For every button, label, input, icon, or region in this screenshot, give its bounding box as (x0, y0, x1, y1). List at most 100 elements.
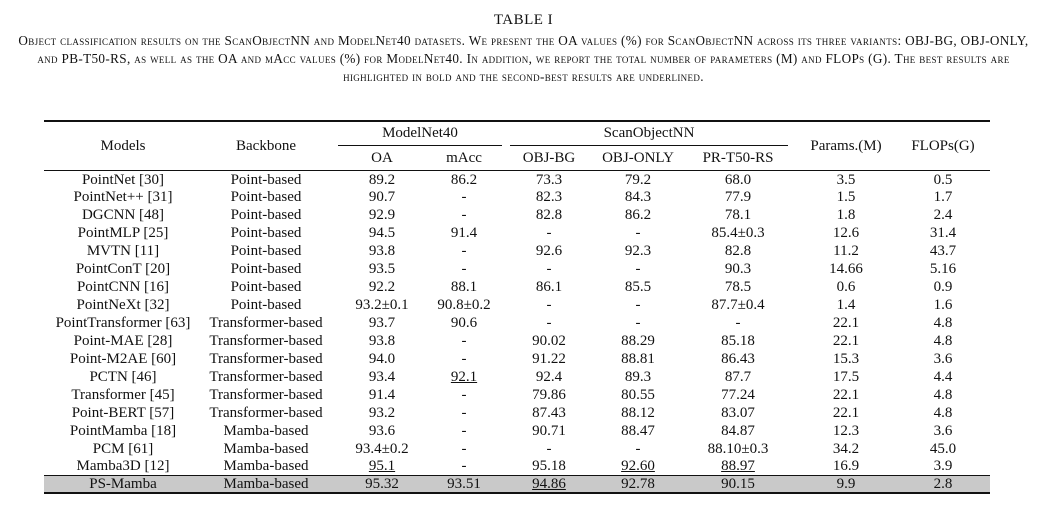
cell-flops: 2.4 (933, 207, 953, 224)
cell-obj-only: - (635, 225, 641, 242)
cell-obj-bg: 91.22 (532, 350, 566, 367)
cell-backbone: Mamba-based (202, 474, 330, 495)
cell-macc: 86.2 (450, 171, 478, 188)
cell-oa: 94.0 (368, 350, 396, 367)
cell-obj-only: 86.2 (624, 207, 652, 224)
table-row: PointMamba [18] Mamba-based 93.6 - 90.71 88.4… (44, 422, 990, 440)
header-macc: mAcc (446, 149, 482, 166)
cell-obj-only: - (635, 297, 641, 314)
table-row: Transformer [45] Transformer-based 91.4 - 79… (44, 386, 990, 404)
cell-model: Point-MAE [28] (73, 332, 173, 349)
cell-params: 3.5 (836, 171, 856, 188)
cell-obj-only: 85.5 (624, 279, 652, 296)
cell-macc: - (461, 440, 467, 457)
cell-flops: 0.5 (933, 171, 953, 188)
cell-model: PCTN [46] (89, 368, 157, 385)
cell-macc: 92.1 (450, 368, 478, 385)
cell-backbone: Transformer-based (209, 314, 323, 331)
cell-macc: - (461, 189, 467, 206)
cell-obj-only: 89.3 (624, 368, 652, 385)
cell-model: PointCNN [16] (76, 279, 170, 296)
cell-oa: 95.32 (338, 474, 426, 495)
cell-macc: 90.6 (450, 314, 478, 331)
table-row: PointConT [20] Point-based 93.5 - - - 90.3 14.6… (44, 260, 990, 278)
cell-macc: - (461, 386, 467, 403)
table-row: DGCNN [48] Point-based 92.9 - 82.8 86.2 78.1 1.… (44, 206, 990, 224)
cell-obj-only: 84.3 (624, 189, 652, 206)
cell-macc: 88.1 (450, 279, 478, 296)
cell-pr-t50-rs: 84.87 (721, 422, 755, 439)
cell-flops: 3.6 (933, 350, 953, 367)
cell-macc: 90.8±0.2 (437, 297, 491, 314)
cell-oa: 94.5 (368, 225, 396, 242)
header-params: Params.(M) (810, 137, 882, 154)
cell-obj-bg: 82.8 (535, 207, 563, 224)
cell-pr-t50-rs: 68.0 (724, 171, 752, 188)
cell-model: PointMLP [25] (77, 225, 169, 242)
cell-obj-only: 88.29 (621, 332, 655, 349)
table-row: PointNeXt [32] Point-based 93.2±0.1 90.8±0.… (44, 296, 990, 314)
cell-params: 1.5 (836, 189, 856, 206)
table-row: Point-BERT [57] Transformer-based 93.2 - 87.… (44, 404, 990, 422)
cell-backbone: Point-based (230, 261, 302, 278)
cell-pr-t50-rs: 87.7±0.4 (711, 297, 765, 314)
cell-obj-only: 92.3 (624, 243, 652, 260)
cell-model: Point-BERT [57] (71, 404, 175, 421)
cell-flops: 3.9 (933, 458, 953, 475)
header-flops: FLOPs(G) (911, 137, 975, 154)
cell-backbone: Mamba-based (223, 458, 309, 475)
table-row: PointMLP [25] Point-based 94.5 91.4 - - 85.4±0… (44, 224, 990, 242)
cell-flops: 5.16 (929, 261, 957, 278)
cell-backbone: Transformer-based (209, 368, 323, 385)
cell-obj-only: - (635, 261, 641, 278)
cell-model: PointMamba [18] (69, 422, 177, 439)
header-modelnet40: ModelNet40 (338, 121, 502, 146)
cell-params: 16.9 (832, 458, 860, 475)
cell-backbone: Point-based (230, 297, 302, 314)
cell-backbone: Point-based (230, 171, 302, 188)
cell-flops: 4.8 (933, 404, 953, 421)
cell-params: 22.1 (832, 404, 860, 421)
cell-macc: - (461, 243, 467, 260)
table-row: PointNet [30] Point-based 89.2 86.2 73.3 79.2… (44, 171, 990, 189)
cell-obj-only: 92.60 (621, 458, 655, 475)
cell-backbone: Transformer-based (209, 350, 323, 367)
cell-pr-t50-rs: 85.4±0.3 (711, 225, 765, 242)
cell-macc: 91.4 (450, 225, 478, 242)
cell-backbone: Transformer-based (209, 386, 323, 403)
cell-oa: 92.9 (368, 207, 396, 224)
cell-params: 11.2 (833, 243, 859, 260)
table-row: Mamba3D [12] Mamba-based 95.1 - 95.18 92.60 88… (44, 458, 990, 476)
cell-pr-t50-rs: 78.5 (724, 279, 752, 296)
cell-obj-only: 88.12 (621, 404, 655, 421)
cell-oa: 93.8 (368, 243, 396, 260)
cell-obj-only: 88.81 (621, 350, 655, 367)
cell-flops: 43.7 (929, 243, 957, 260)
header-backbone: Backbone (236, 137, 296, 154)
table-label: TABLE I (493, 12, 554, 28)
cell-obj-only: - (635, 440, 641, 457)
cell-backbone: Mamba-based (223, 440, 309, 457)
table-row: Point-M2AE [60] Transformer-based 94.0 - 91.… (44, 350, 990, 368)
cell-oa: 92.2 (368, 279, 396, 296)
cell-backbone: Point-based (230, 225, 302, 242)
cell-pr-t50-rs: 90.3 (724, 261, 752, 278)
cell-pr-t50-rs: 86.43 (721, 350, 755, 367)
cell-params: 22.1 (832, 314, 860, 331)
cell-model: Transformer [45] (71, 386, 175, 403)
cell-oa: 93.2 (368, 404, 396, 421)
cell-oa: 93.8 (368, 332, 396, 349)
cell-pr-t50-rs: 88.97 (721, 458, 755, 475)
cell-params: 9.9 (796, 474, 896, 495)
cell-oa: 93.6 (368, 422, 396, 439)
cell-obj-bg: 90.71 (532, 422, 566, 439)
cell-backbone: Point-based (230, 279, 302, 296)
cell-flops: 4.4 (933, 368, 953, 385)
cell-flops: 45.0 (929, 440, 957, 457)
header-pr-t50-rs: PR-T50-RS (702, 149, 774, 166)
cell-model: PointTransformer [63] (55, 314, 191, 331)
cell-obj-bg: 86.1 (535, 279, 563, 296)
cell-macc: - (461, 458, 467, 475)
cell-obj-bg: 95.18 (532, 458, 566, 475)
